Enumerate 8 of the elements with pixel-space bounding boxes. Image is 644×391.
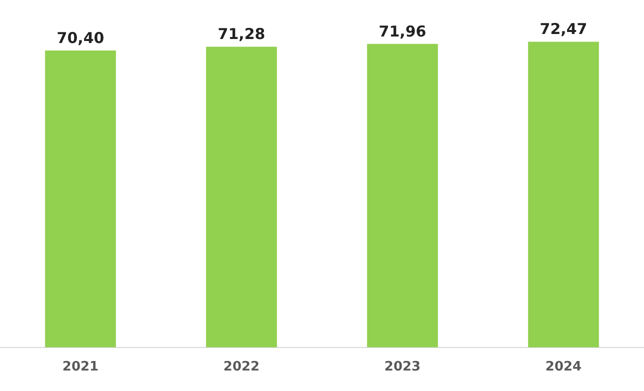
data-label: 71,96: [378, 22, 426, 40]
x-tick-label: 2023: [384, 360, 421, 375]
x-tick-label: 2021: [62, 360, 99, 375]
data-label: 71,28: [218, 25, 266, 44]
x-tick-label: 2024: [545, 360, 582, 375]
x-tick-label: 2022: [223, 360, 260, 375]
data-label: 70,40: [56, 28, 104, 47]
data-label: 72,47: [540, 20, 588, 38]
